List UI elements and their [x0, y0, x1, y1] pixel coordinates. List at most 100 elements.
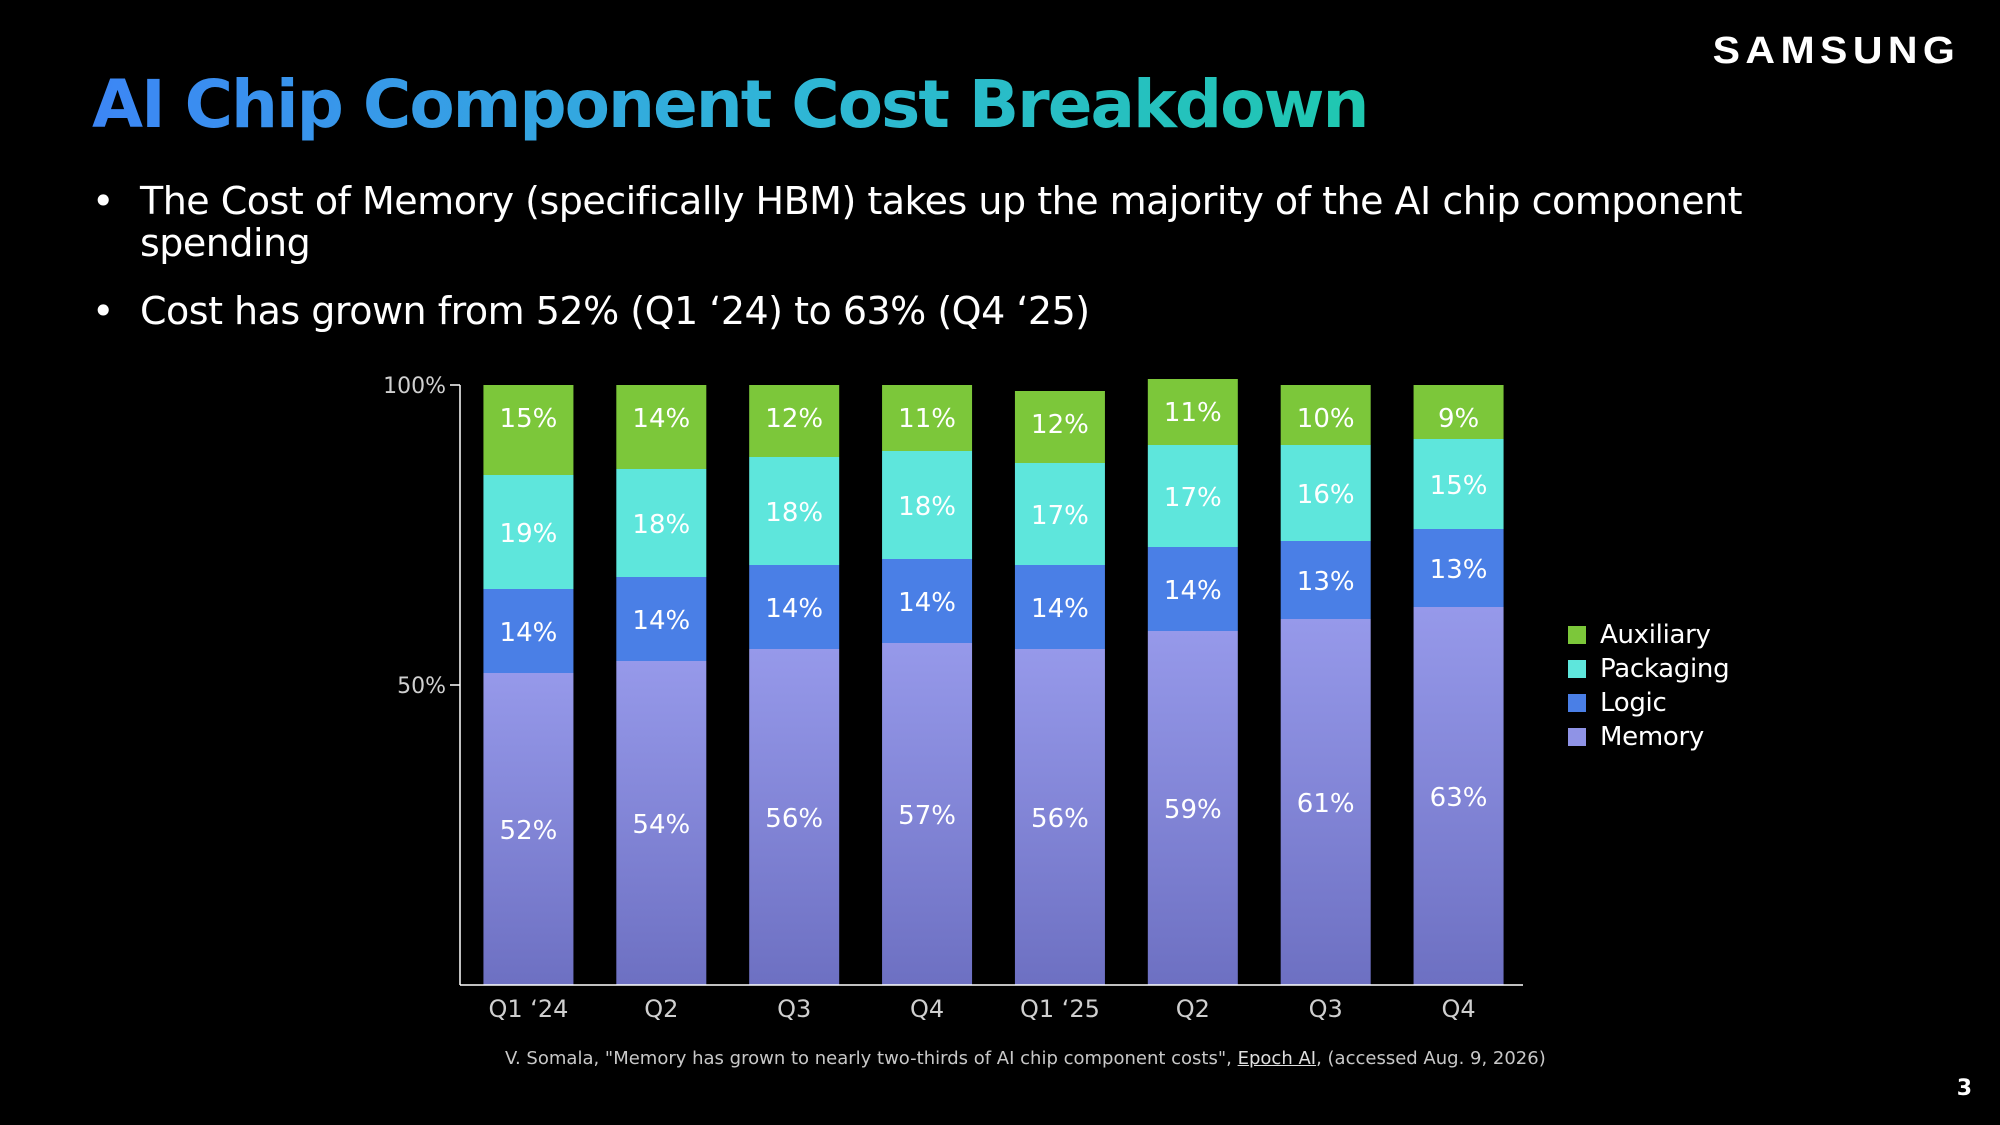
data-label-memory: 57% — [898, 801, 956, 831]
legend-item-packaging: Packaging — [1568, 652, 1730, 686]
legend-swatch — [1568, 660, 1586, 678]
bar-segment-memory — [483, 673, 574, 985]
bar-segment-auxiliary — [749, 385, 840, 457]
bar-segment-memory — [1413, 607, 1504, 985]
data-label-auxiliary: 10% — [1297, 404, 1355, 434]
x-tick-label: Q3 — [777, 995, 811, 1023]
bar-segment-packaging — [616, 469, 707, 577]
data-label-packaging: 15% — [1430, 471, 1488, 501]
bullet-item: • The Cost of Memory (specifically HBM) … — [92, 180, 1792, 264]
x-tick-label: Q4 — [1441, 995, 1475, 1023]
data-label-logic: 14% — [898, 588, 956, 618]
bar-segment-logic — [749, 565, 840, 649]
bar-segment-auxiliary — [1413, 385, 1504, 439]
bar-segment-auxiliary — [1280, 385, 1371, 445]
legend-swatch — [1568, 694, 1586, 712]
data-label-logic: 13% — [1430, 555, 1488, 585]
legend-label: Packaging — [1600, 654, 1730, 684]
bar-segment-packaging — [882, 451, 973, 559]
x-tick-label: Q3 — [1309, 995, 1343, 1023]
bar-segment-auxiliary — [1014, 391, 1105, 463]
y-tick-label: 50% — [397, 674, 446, 699]
bar-segment-logic — [882, 559, 973, 643]
bar-segment-packaging — [1014, 463, 1105, 565]
samsung-logo: SAMSUNG — [1712, 30, 1960, 72]
legend-item-memory: Memory — [1568, 720, 1729, 754]
legend-swatch — [1568, 626, 1586, 644]
bullet-text: The Cost of Memory (specifically HBM) ta… — [140, 179, 1743, 265]
page-number: 3 — [1956, 1076, 1972, 1101]
bullet-list: • The Cost of Memory (specifically HBM) … — [92, 180, 1792, 358]
data-label-logic: 14% — [1164, 576, 1222, 606]
bar-segment-auxiliary — [1147, 379, 1238, 445]
bar-segment-packaging — [483, 475, 574, 589]
data-label-logic: 14% — [1031, 594, 1089, 624]
data-label-logic: 13% — [1297, 567, 1355, 597]
bar-segment-logic — [1014, 565, 1105, 649]
bar-segment-memory — [616, 661, 707, 985]
bar-segment-logic — [616, 577, 707, 661]
x-tick-label: Q1 ‘25 — [1020, 995, 1100, 1023]
bar-segment-logic — [1413, 529, 1504, 607]
data-label-packaging: 18% — [632, 510, 690, 540]
data-label-auxiliary: 15% — [500, 404, 558, 434]
data-label-logic: 14% — [500, 618, 558, 648]
bullet-symbol: • — [92, 289, 114, 333]
legend-item-logic: Logic — [1568, 686, 1729, 720]
data-label-logic: 14% — [632, 606, 690, 636]
bar-segment-memory — [1280, 619, 1371, 985]
legend-item-auxiliary: Auxiliary — [1568, 618, 1729, 652]
data-label-logic: 14% — [765, 594, 823, 624]
data-label-packaging: 17% — [1031, 501, 1089, 531]
bar-segment-memory — [882, 643, 973, 985]
legend-label: Memory — [1600, 722, 1704, 752]
data-label-packaging: 18% — [765, 498, 823, 528]
data-label-memory: 63% — [1430, 783, 1488, 813]
data-label-memory: 59% — [1164, 795, 1222, 825]
data-label-packaging: 16% — [1297, 480, 1355, 510]
bar-segment-logic — [1147, 547, 1238, 631]
bar-segment-auxiliary — [882, 385, 973, 451]
bullet-text: Cost has grown from 52% (Q1 ‘24) to 63% … — [140, 289, 1090, 333]
data-label-auxiliary: 9% — [1438, 404, 1479, 434]
data-label-memory: 61% — [1297, 789, 1355, 819]
bar-segment-logic — [1280, 541, 1371, 619]
data-label-auxiliary: 11% — [1164, 398, 1222, 428]
data-label-memory: 56% — [1031, 804, 1089, 834]
source-accessed: , (accessed Aug. 9, 2026) — [1316, 1048, 1546, 1069]
data-label-auxiliary: 11% — [898, 404, 956, 434]
legend-label: Auxiliary — [1600, 620, 1711, 650]
data-label-memory: 56% — [765, 804, 823, 834]
bar-segment-auxiliary — [483, 385, 574, 475]
x-tick-label: Q2 — [1176, 995, 1210, 1023]
bar-segment-packaging — [1413, 439, 1504, 529]
page-title: AI Chip Component Cost Breakdown — [92, 60, 1369, 150]
data-label-memory: 52% — [500, 816, 558, 846]
data-label-auxiliary: 12% — [1031, 410, 1089, 440]
legend-label: Logic — [1600, 688, 1667, 718]
data-label-memory: 54% — [632, 810, 690, 840]
bar-segment-packaging — [1147, 445, 1238, 547]
bar-segment-memory — [1147, 631, 1238, 985]
chart-legend: Auxiliary Packaging Logic Memory — [1568, 618, 1730, 754]
bar-segment-memory — [1014, 649, 1105, 985]
bar-segment-auxiliary — [616, 385, 707, 469]
source-text: V. Somala, "Memory has grown to nearly t… — [505, 1048, 1238, 1069]
x-tick-label: Q4 — [910, 995, 944, 1023]
bar-segment-packaging — [749, 457, 840, 565]
source-link[interactable]: Epoch AI — [1237, 1048, 1317, 1069]
bullet-symbol: • — [92, 179, 114, 223]
bar-segment-packaging — [1280, 445, 1371, 541]
bar-segment-memory — [749, 649, 840, 985]
source-citation: V. Somala, "Memory has grown to nearly t… — [505, 1048, 1546, 1069]
data-label-auxiliary: 14% — [632, 404, 690, 434]
legend-swatch — [1568, 728, 1586, 746]
data-label-packaging: 18% — [898, 492, 956, 522]
bullet-item: • Cost has grown from 52% (Q1 ‘24) to 63… — [92, 290, 1792, 332]
data-label-packaging: 17% — [1164, 483, 1222, 513]
data-label-auxiliary: 12% — [765, 404, 823, 434]
bar-segment-logic — [483, 589, 574, 673]
x-tick-label: Q2 — [644, 995, 678, 1023]
